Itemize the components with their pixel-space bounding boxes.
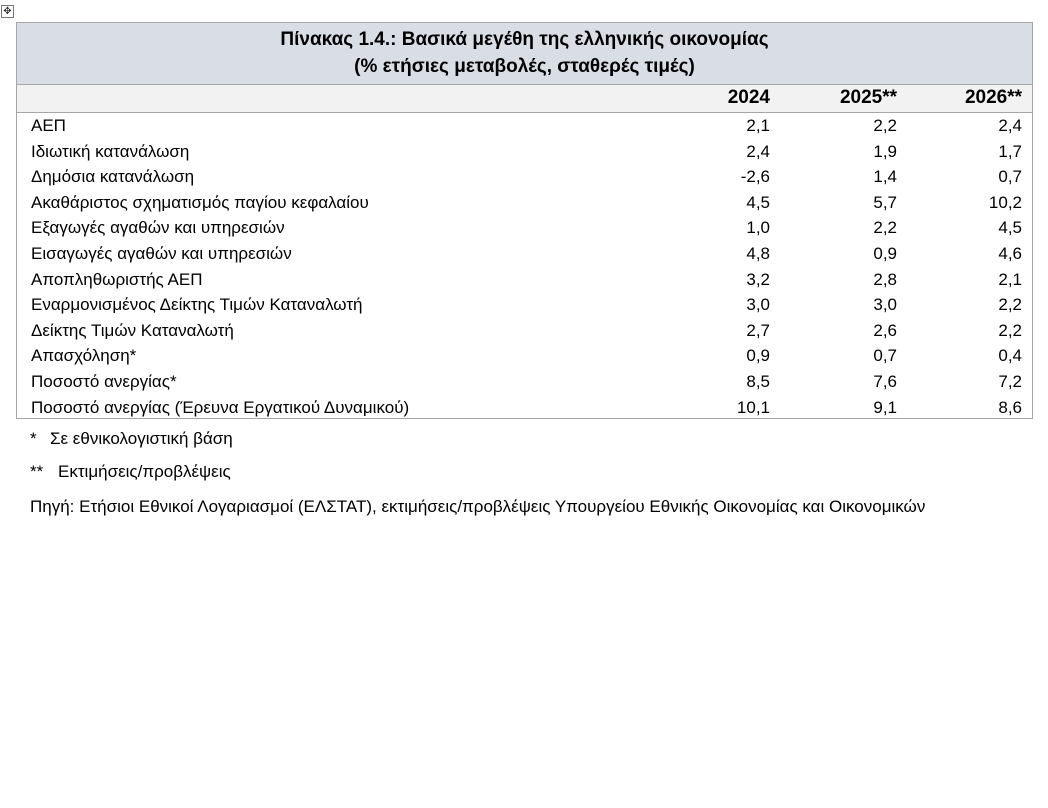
column-header: 2026** [964, 87, 1022, 108]
row-label: Ιδιωτική κατανάλωση [31, 141, 190, 161]
cell-value: 2,2 [873, 116, 897, 135]
row-label: Δείκτης Τιμών Καταναλωτή [31, 320, 234, 340]
table-title: Πίνακας 1.4.: Βασικά μεγέθη της ελληνική… [17, 23, 1032, 85]
cell-value: 5,7 [873, 192, 897, 212]
row-label: Εισαγωγές αγαθών και υπηρεσιών [31, 244, 292, 263]
cell-value: 9,1 [873, 397, 897, 417]
cell-value: 4,5 [998, 218, 1022, 238]
note-text: Εκτιμήσεις/προβλέψεις [58, 462, 231, 481]
column-header: 2025** [839, 87, 897, 108]
cell-value: 2,4 [998, 116, 1022, 135]
row-label: ΑΕΠ [31, 116, 66, 135]
cell-value: 1,7 [998, 141, 1022, 161]
cell-value: 7,6 [873, 372, 897, 391]
row-label: Ακαθάριστος σχηματισμός παγίου κεφαλαίου [31, 192, 369, 212]
cell-value: 2,2 [998, 320, 1022, 340]
cell-value: 4,6 [998, 244, 1022, 263]
cell-value: 2,1 [998, 269, 1022, 289]
table: Πίνακας 1.4.: Βασικά μεγέθη της ελληνική… [16, 22, 1033, 419]
cell-value: 2,1 [746, 116, 770, 135]
row-label: Εναρμονισμένος Δείκτης Τιμών Καταναλωτή [31, 295, 363, 315]
title-line: (% ετήσιες μεταβολές, σταθερές τιμές) [354, 56, 695, 77]
cell-value: 2,2 [873, 218, 897, 238]
cell-value: 1,9 [873, 141, 897, 161]
cell-value: 3,0 [746, 295, 770, 315]
row-label: Δημόσια κατανάλωση [31, 167, 195, 187]
cell-value: 10,1 [736, 397, 770, 417]
note-marker: * [30, 429, 37, 448]
cell-value: 3,2 [746, 269, 770, 289]
note-text: Σε εθνικολογιστική βάση [50, 429, 233, 448]
cell-value: 8,5 [746, 372, 770, 391]
table-move-handle[interactable]: ✥ [1, 5, 14, 18]
cell-value: 2,6 [873, 320, 897, 340]
cell-value: -2,6 [740, 167, 770, 187]
cell-value: 4,8 [746, 244, 770, 263]
cell-value: 0,9 [746, 346, 770, 366]
cell-value: 3,0 [873, 295, 897, 315]
cell-value: 2,4 [746, 141, 770, 161]
row-label: Ποσοστό ανεργίας* [31, 372, 177, 391]
cell-value: 1,0 [746, 218, 770, 238]
cell-value: 0,9 [873, 244, 897, 263]
cell-value: 2,7 [746, 320, 770, 340]
cell-value: 2,8 [873, 269, 897, 289]
cell-value: 0,7 [873, 346, 897, 366]
title-line: Πίνακας 1.4.: Βασικά μεγέθη της ελληνική… [280, 29, 769, 50]
note-marker: ** [30, 462, 44, 481]
cell-value: 2,2 [998, 295, 1022, 315]
cell-value: 7,2 [998, 372, 1022, 391]
column-header: 2024 [727, 87, 770, 108]
cell-value: 0,7 [998, 167, 1022, 187]
cell-value: 1,4 [873, 167, 897, 187]
source: Πηγή: Ετήσιοι Εθνικοί Λογαριασμοί (ΕΛΣΤΑ… [30, 497, 926, 516]
row-label: Αποπληθωριστής ΑΕΠ [31, 269, 203, 289]
cell-value: 8,6 [998, 397, 1022, 417]
cell-value: 10,2 [988, 192, 1022, 212]
header-row: 2024 2025** 2026** [17, 85, 1032, 113]
row-label: Ποσοστό ανεργίας (Έρευνα Εργατικού Δυναμ… [31, 397, 410, 417]
row-label: Απασχόληση* [31, 346, 137, 366]
cell-value: 4,5 [746, 192, 770, 212]
row-label: Εξαγωγές αγαθών και υπηρεσιών [31, 218, 285, 238]
cell-value: 0,4 [998, 346, 1022, 366]
